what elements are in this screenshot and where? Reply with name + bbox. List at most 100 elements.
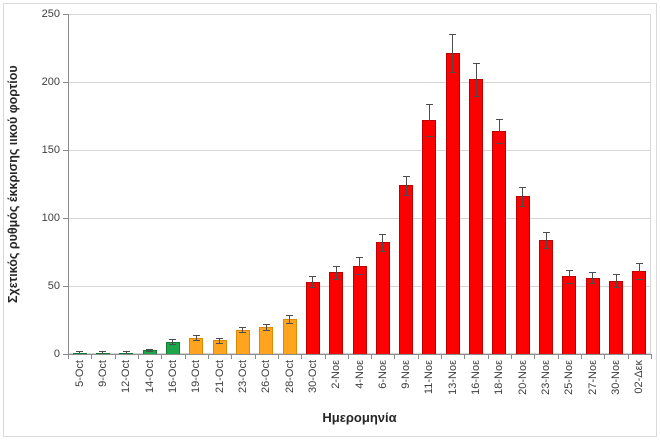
error-bar-cap-top [565, 269, 573, 271]
x-axis-tick [557, 354, 559, 359]
error-bar-cap-top [379, 234, 387, 236]
x-axis-tick [371, 354, 373, 359]
error-bar-cap-bottom [146, 351, 154, 353]
error-bar-cap-bottom [589, 283, 597, 285]
bar [515, 196, 530, 354]
error-bar-cap-bottom [309, 287, 317, 289]
x-axis-tick-label: 02-Δεκ [633, 360, 646, 394]
error-bar-cap-bottom [402, 194, 410, 196]
x-axis-tick-label: 28-Oct [283, 360, 296, 394]
y-axis-line [68, 14, 69, 355]
y-axis-tick-label: 0 [53, 348, 60, 360]
error-bar-cap-top [76, 351, 84, 353]
error-bar [102, 351, 104, 354]
error-bar-cap-bottom [239, 332, 247, 334]
error-bar-cap-top [542, 231, 550, 233]
error-bar-cap-bottom [519, 205, 527, 207]
x-axis-tick-label: 9-Oct [96, 360, 109, 387]
x-axis-tick [324, 354, 326, 359]
error-bar [195, 334, 197, 341]
x-axis-tick-label: 30-Oct [306, 360, 319, 394]
x-axis-title: Ημερομηνία [322, 410, 397, 425]
error-bar-cap-top [332, 265, 340, 267]
y-axis-tick [63, 286, 68, 287]
bar [445, 53, 460, 354]
x-axis-tick [347, 354, 349, 359]
bar [422, 120, 437, 354]
x-axis-tick-label: 18-Νοε [493, 360, 506, 395]
error-bar-cap-bottom [449, 72, 457, 74]
error-bar-cap-bottom [612, 287, 620, 289]
error-bar-cap-top [425, 103, 433, 105]
y-axis-tick [63, 82, 68, 83]
x-axis-tick-label: 25-Νοε [563, 360, 576, 395]
bar [329, 272, 344, 354]
error-bar-cap-top [612, 273, 620, 275]
error-bar [149, 348, 151, 352]
x-axis-tick [254, 354, 256, 359]
error-bar [452, 34, 454, 73]
error-bar-cap-top [286, 314, 294, 316]
bar [399, 185, 414, 354]
bar [352, 265, 367, 354]
error-bar-cap-bottom [169, 344, 177, 346]
error-bar [568, 269, 570, 284]
y-axis-tick [63, 150, 68, 151]
error-bar [475, 62, 477, 96]
error-bar [638, 262, 640, 280]
x-axis-tick [487, 354, 489, 359]
x-axis-line [68, 354, 652, 355]
x-axis-tick-label: 16-Νοε [470, 360, 483, 395]
x-axis-tick-label: 23-Νοε [540, 360, 553, 395]
error-bar-cap-top [309, 276, 317, 278]
error-bar-cap-bottom [379, 250, 387, 252]
y-axis-tick [63, 354, 68, 355]
error-bar [382, 234, 384, 251]
x-axis-tick-label: 5-Oct [73, 360, 86, 387]
bar [539, 239, 554, 354]
error-bar [359, 257, 360, 274]
error-bar [522, 186, 524, 206]
error-bar [219, 337, 221, 344]
x-axis-tick [301, 354, 303, 359]
x-axis-tick [511, 354, 513, 359]
x-axis-tick-label: 27-Νοε [586, 360, 599, 395]
x-axis-tick-label: 4-Νοε [353, 360, 366, 389]
x-axis-tick [137, 354, 139, 359]
x-axis-tick-label: 11-Νοε [423, 360, 436, 395]
y-axis-tick [63, 14, 68, 15]
bar [469, 79, 484, 354]
error-bar-cap-top [495, 118, 503, 120]
error-bar-cap-bottom [472, 95, 480, 97]
error-bar-cap-bottom [332, 279, 340, 281]
x-axis-tick [91, 354, 93, 359]
x-axis-tick-label: 14-Oct [143, 360, 156, 394]
x-axis-tick-label: 19-Oct [190, 360, 203, 394]
error-bar [125, 351, 127, 354]
error-bar-cap-bottom [425, 136, 433, 138]
bar [282, 318, 297, 354]
x-axis-tick [604, 354, 606, 359]
y-axis-tick-label: 250 [41, 8, 60, 20]
x-axis-tick [534, 354, 536, 359]
x-axis-tick-label: 13-Νοε [446, 360, 459, 395]
error-bar-cap-bottom [565, 283, 573, 285]
error-bar-cap-top [589, 272, 597, 274]
y-axis-tick-label: 150 [41, 144, 60, 156]
x-axis-tick-label: 30-Νοε [610, 360, 623, 395]
x-axis-tick [114, 354, 116, 359]
x-axis-tick-label: 6-Νοε [376, 360, 389, 389]
bar [259, 326, 274, 354]
x-axis-tick [161, 354, 163, 359]
gridline [68, 218, 651, 219]
error-bar-cap-top [146, 348, 154, 350]
error-bar-cap-top [402, 175, 410, 177]
error-bar-cap-top [169, 339, 177, 341]
x-axis-tick [231, 354, 233, 359]
y-axis-tick-label: 200 [41, 76, 60, 88]
error-bar-cap-top [262, 324, 270, 326]
error-bar-cap-top [356, 257, 363, 259]
error-bar-cap-bottom [356, 273, 363, 275]
error-bar-cap-top [216, 337, 224, 339]
